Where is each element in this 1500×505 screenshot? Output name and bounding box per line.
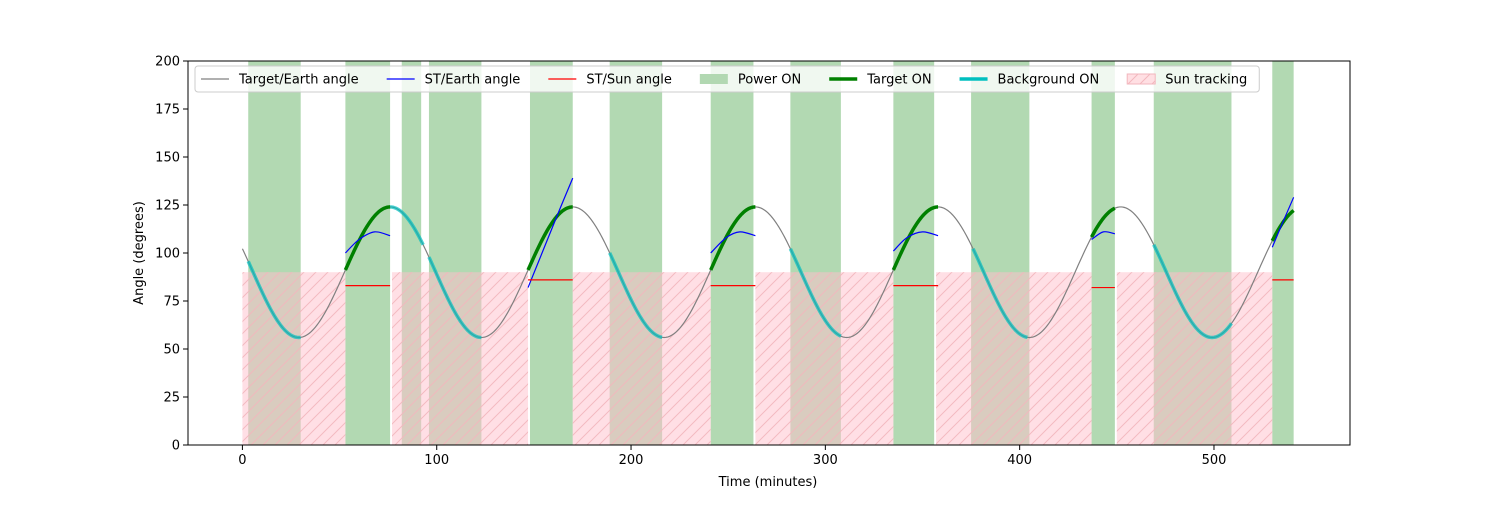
st-earth-segment <box>892 231 939 252</box>
y-axis-title: Angle (degrees) <box>132 201 147 305</box>
sun-tracking-band <box>755 272 894 445</box>
y-tick-label: 175 <box>155 103 180 118</box>
legend-entry: ST/Earth angle <box>386 73 521 88</box>
x-tick-label: 300 <box>813 453 838 468</box>
y-tick-label: 75 <box>163 295 180 310</box>
x-axis-title: Time (minutes) <box>718 475 818 490</box>
y-tick-label: 125 <box>155 199 180 214</box>
x-tick-label: 500 <box>1202 453 1227 468</box>
background-on-segment <box>390 205 425 246</box>
y-tick-label: 50 <box>163 343 180 358</box>
y-tick-label: 150 <box>155 151 180 166</box>
legend-label: ST/Sun angle <box>586 73 672 88</box>
legend-entry: Target/Earth angle <box>201 73 359 88</box>
x-tick-label: 100 <box>424 453 449 468</box>
target-on-segment <box>526 205 573 271</box>
target-on-segment <box>343 205 391 271</box>
sun-tracking-band <box>392 272 529 445</box>
sun-tracking-band <box>1116 272 1273 445</box>
legend-entry: Target ON <box>829 73 932 88</box>
background-on-segment <box>427 256 482 340</box>
background-on-segment <box>246 260 301 340</box>
legend-label: Sun tracking <box>1165 73 1247 88</box>
power-on-band <box>1091 61 1115 445</box>
legend-label: ST/Earth angle <box>425 73 521 88</box>
background-on-segment <box>971 247 1028 340</box>
legend-entry: ST/Sun angle <box>548 73 672 88</box>
st-earth-segment <box>344 231 391 254</box>
x-tick-label: 0 <box>238 453 246 468</box>
x-tick-label: 200 <box>619 453 644 468</box>
legend-label: Power ON <box>738 73 801 88</box>
target-on-segment <box>1090 206 1116 238</box>
st-earth-segment <box>527 177 574 288</box>
data-lines <box>241 177 1295 340</box>
legend-label: Background ON <box>998 73 1100 88</box>
legend-label: Target ON <box>866 73 931 88</box>
background-on-segment <box>608 252 663 340</box>
y-tick-label: 100 <box>155 247 180 262</box>
target-on-segment <box>709 205 756 271</box>
st-earth-segment <box>1271 197 1295 248</box>
legend-entry: Power ON <box>699 73 801 88</box>
background-on-segment <box>1152 243 1233 340</box>
sun-tracking-band <box>936 272 1092 445</box>
x-tick-label: 400 <box>1007 453 1032 468</box>
legend-entry: Background ON <box>959 73 1100 88</box>
sun-tracking-bands <box>242 272 1273 445</box>
y-tick-label: 0 <box>172 439 180 454</box>
legend: Target/Earth angle ST/Earth angle ST/Sun a… <box>194 65 1260 93</box>
axes: 0 100 200 300 400 500 0 25 50 75 100 125 150 175 200 <box>155 55 1351 468</box>
background-on-segment <box>788 247 842 338</box>
power-on-band <box>1272 61 1294 445</box>
legend-label: Target/Earth angle <box>238 73 359 88</box>
legend-entry: Sun tracking <box>1126 73 1247 88</box>
y-tick-label: 25 <box>163 391 180 406</box>
y-tick-label: 200 <box>155 55 180 70</box>
legend-swatch <box>699 74 728 84</box>
target-on-segment <box>891 205 939 271</box>
sun-tracking-band <box>572 272 711 445</box>
st-earth-segment <box>710 231 756 254</box>
st-earth-segment <box>1091 231 1116 241</box>
sun-tracking-band <box>242 272 346 445</box>
